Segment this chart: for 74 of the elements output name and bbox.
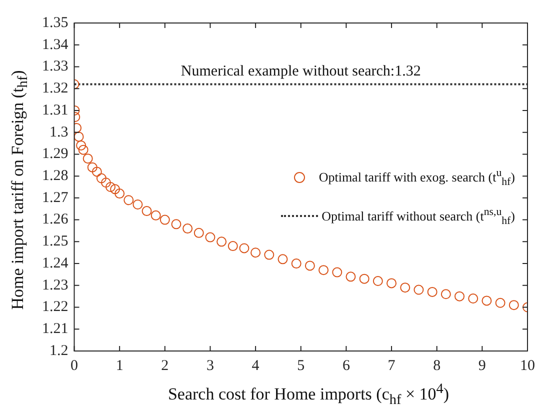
- point: [142, 206, 152, 216]
- x-tick-label: 6: [342, 358, 350, 374]
- point: [205, 232, 216, 242]
- x-tick-label: 8: [433, 358, 441, 374]
- point: [92, 166, 102, 177]
- point: [250, 248, 261, 258]
- y-tick-label: 1.26: [42, 212, 69, 228]
- point: [291, 258, 302, 269]
- y-tick-label: 1.33: [42, 58, 68, 75]
- legend-label: Optimal tariff without search (t$^{ns,u}$$_{hf}$): [322, 204, 515, 229]
- point: [160, 214, 170, 225]
- point: [454, 291, 465, 302]
- point: [414, 284, 424, 295]
- y-tick-label: 1.24: [42, 255, 69, 272]
- y-tick-label: 1.25: [42, 234, 68, 250]
- point: [264, 250, 274, 260]
- x-tick-label: 4: [252, 358, 260, 374]
- point: [440, 289, 451, 300]
- point: [359, 274, 370, 284]
- point: [76, 140, 86, 150]
- y-tick-label: 1.2: [50, 342, 68, 359]
- y-tick-label: 1.32: [42, 80, 68, 97]
- point: [372, 276, 383, 286]
- y-tick-label: 1.29: [42, 146, 68, 162]
- point: [124, 195, 134, 206]
- point: [110, 184, 120, 194]
- point: [482, 296, 492, 306]
- point: [427, 286, 438, 297]
- point: [495, 298, 506, 308]
- point: [114, 188, 125, 199]
- y-tick-label: 1.3: [50, 124, 68, 140]
- point: [96, 173, 106, 184]
- x-tick-label: 1: [116, 358, 124, 374]
- y-tick-label: 1.27: [42, 190, 69, 206]
- point: [228, 241, 238, 252]
- x-axis-title: Search cost for Home imports (c$_{hf}$ × 10$^{4}$): [166, 380, 450, 409]
- y-tick-label: 1.34: [42, 36, 69, 53]
- point: [87, 162, 98, 172]
- x-tick-label: 2: [161, 358, 169, 374]
- y-tick-label: 1.31: [42, 102, 68, 118]
- x-tick-label: 9: [478, 358, 486, 374]
- y-tick-label: 1.22: [42, 299, 68, 316]
- point: [468, 294, 478, 304]
- point: [74, 132, 84, 142]
- y-tick-label: 1.35: [42, 14, 68, 31]
- x-tick-label: 10: [520, 358, 535, 374]
- point: [318, 265, 329, 276]
- point: [239, 243, 250, 254]
- point: [386, 278, 397, 288]
- y-tick-label: 1.28: [42, 168, 68, 184]
- point: [100, 178, 111, 188]
- point: [346, 272, 356, 282]
- point: [82, 154, 93, 164]
- point: [304, 260, 315, 271]
- x-tick-label: 5: [297, 358, 305, 374]
- y-tick-label: 1.21: [42, 321, 68, 338]
- point: [332, 267, 342, 278]
- point: [78, 144, 88, 155]
- point: [216, 236, 227, 247]
- point: [150, 210, 161, 220]
- point: [132, 199, 143, 210]
- x-tick-label: 7: [388, 358, 396, 374]
- legend-label: Optimal tariff with exog. search (t$^{u}$$_{hf}$): [318, 166, 515, 190]
- x-tick-label: 0: [70, 358, 78, 374]
- point: [194, 228, 204, 238]
- point: [106, 182, 116, 192]
- x-tick-label: 3: [206, 358, 214, 374]
- y-tick-label: 1.23: [42, 277, 68, 294]
- point: [278, 254, 288, 264]
- annotation: Numerical example without search:1.32: [180, 64, 421, 80]
- point: [171, 219, 182, 230]
- point: [400, 282, 410, 293]
- point: [508, 300, 519, 310]
- point: [182, 224, 193, 234]
